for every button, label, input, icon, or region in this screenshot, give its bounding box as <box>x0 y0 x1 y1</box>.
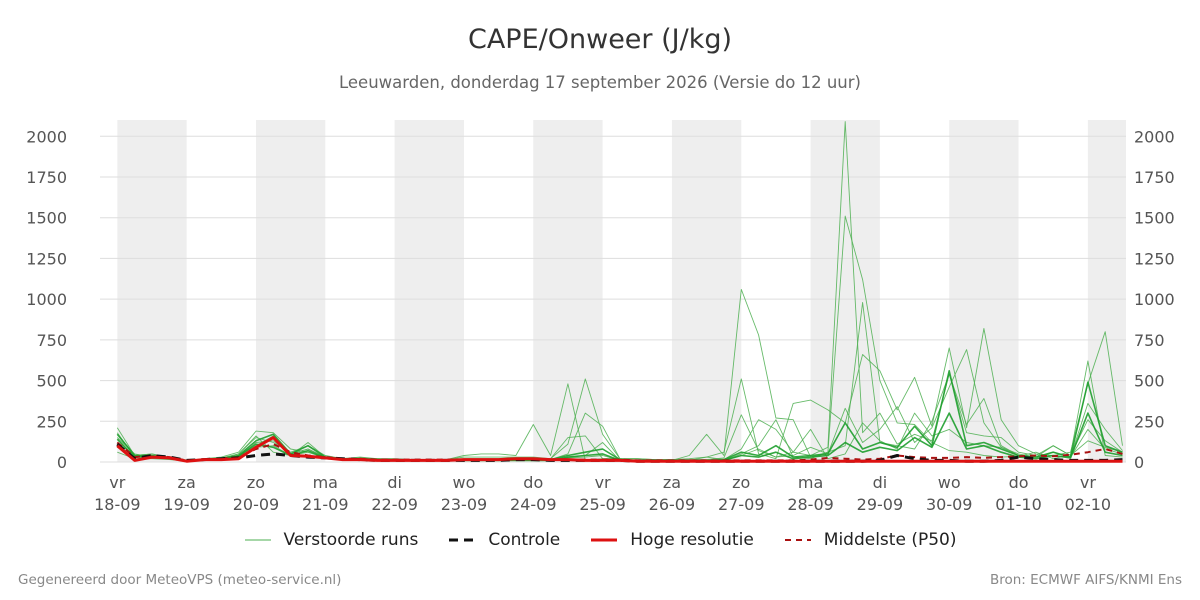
legend-swatch-median <box>784 539 811 541</box>
y-tick-right-1500: 1500 <box>1134 209 1175 228</box>
x-tick-weekday-13: do <box>1009 473 1029 492</box>
chart-title: CAPE/Onweer (J/kg) <box>467 24 732 55</box>
x-tick-weekday-5: wo <box>453 473 476 492</box>
x-tick-weekday-12: wo <box>938 473 961 492</box>
shaded-band-0 <box>117 120 187 462</box>
y-tick-right-1750: 1750 <box>1134 168 1175 187</box>
y-tick-left-1000: 1000 <box>26 290 67 309</box>
x-tick-weekday-7: vr <box>595 473 611 492</box>
y-tick-left-250: 250 <box>36 412 67 431</box>
shaded-band-3 <box>533 120 603 462</box>
x-tick-weekday-4: di <box>387 473 402 492</box>
legend-item-hires: Hoge resolutie <box>590 530 754 550</box>
x-tick-date-7: 25-09 <box>579 495 626 514</box>
x-tick-date-8: 26-09 <box>649 495 696 514</box>
x-tick-weekday-3: ma <box>313 473 338 492</box>
y-tick-left-0: 0 <box>57 453 67 472</box>
x-tick-weekday-6: do <box>523 473 543 492</box>
legend-item-median: Middelste (P50) <box>784 530 957 550</box>
x-tick-date-5: 23-09 <box>441 495 488 514</box>
y-tick-left-1250: 1250 <box>26 249 67 268</box>
y-tick-right-0: 0 <box>1134 453 1144 472</box>
y-tick-left-500: 500 <box>36 372 67 391</box>
shaded-band-4 <box>671 120 742 462</box>
x-tick-weekday-0: vr <box>109 473 125 492</box>
x-tick-weekday-1: za <box>178 473 196 492</box>
x-tick-date-4: 22-09 <box>371 495 418 514</box>
x-tick-date-9: 27-09 <box>718 495 765 514</box>
y-tick-left-1750: 1750 <box>26 168 67 187</box>
footer-source: Bron: ECMWF AIFS/KNMI Ens <box>989 572 1182 588</box>
x-tick-date-13: 01-10 <box>995 495 1042 514</box>
y-tick-right-250: 250 <box>1134 412 1165 431</box>
shaded-band-5 <box>810 120 880 462</box>
legend-item-ensemble: Verstoorde runs <box>244 530 419 550</box>
y-tick-right-750: 750 <box>1134 331 1165 350</box>
x-tick-date-6: 24-09 <box>510 495 557 514</box>
x-tick-date-11: 29-09 <box>857 495 904 514</box>
legend-swatch-control <box>449 538 476 542</box>
legend-label-median: Middelste (P50) <box>823 530 957 550</box>
legend-label-hires: Hoge resolutie <box>630 530 754 550</box>
shaded-band-7 <box>1087 120 1126 462</box>
y-tick-right-2000: 2000 <box>1134 127 1175 146</box>
x-tick-weekday-8: za <box>663 473 681 492</box>
x-tick-date-0: 18-09 <box>94 495 141 514</box>
x-tick-weekday-2: zo <box>247 473 265 492</box>
y-tick-right-1250: 1250 <box>1134 249 1175 268</box>
chart-subtitle: Leeuwarden, donderdag 17 september 2026 … <box>339 73 861 92</box>
x-tick-date-12: 30-09 <box>926 495 973 514</box>
x-tick-weekday-11: di <box>873 473 888 492</box>
legend-swatch-hires <box>591 538 618 542</box>
y-tick-right-1000: 1000 <box>1134 290 1175 309</box>
x-tick-date-10: 28-09 <box>787 495 834 514</box>
legend-item-control: Controle <box>448 530 560 550</box>
y-tick-left-2000: 2000 <box>26 127 67 146</box>
legend-swatch-ensemble <box>244 539 271 541</box>
y-tick-left-750: 750 <box>36 331 67 350</box>
y-tick-right-500: 500 <box>1134 372 1165 391</box>
x-tick-weekday-14: vr <box>1080 473 1096 492</box>
y-tick-left-1500: 1500 <box>26 209 67 228</box>
legend-label-control: Controle <box>488 530 561 550</box>
legend-label-ensemble: Verstoorde runs <box>283 530 419 550</box>
x-tick-date-2: 20-09 <box>233 495 280 514</box>
x-tick-date-1: 19-09 <box>163 495 210 514</box>
x-tick-weekday-9: zo <box>732 473 750 492</box>
series-line-hires-10 <box>116 436 1123 463</box>
chart-legend: Verstoorde runs Controle Hoge resolutie Mid… <box>0 530 1200 550</box>
x-tick-date-3: 21-09 <box>302 495 349 514</box>
x-tick-date-14: 02-10 <box>1065 495 1112 514</box>
footer-generator: Gegenereerd door MeteoVPS (meteo-service… <box>18 572 342 588</box>
shaded-band-2 <box>394 120 464 462</box>
shaded-band-1 <box>255 120 326 462</box>
x-tick-weekday-10: ma <box>798 473 823 492</box>
